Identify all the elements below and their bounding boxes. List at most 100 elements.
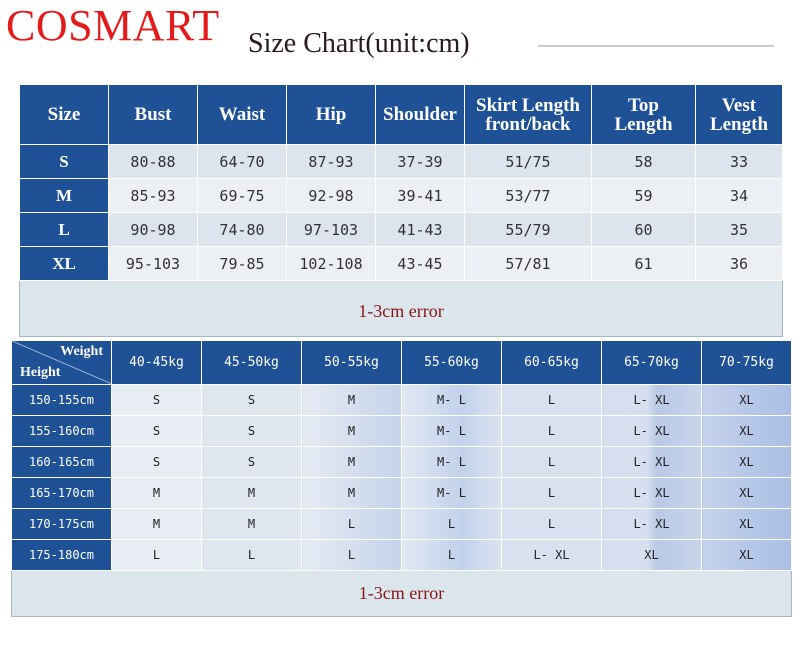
brand-logo: COSMART bbox=[6, 1, 220, 50]
size-cell: L- XL bbox=[601, 384, 702, 416]
size-cell: L bbox=[301, 539, 402, 571]
weight-header: 60-65kg bbox=[501, 340, 602, 385]
size-cell: L- XL bbox=[601, 508, 702, 540]
weight-header: 45-50kg bbox=[201, 340, 302, 385]
measurement-cell: 39-41 bbox=[375, 178, 465, 213]
size-cell: XL bbox=[701, 539, 792, 571]
height-range: 160-165cm bbox=[11, 446, 112, 478]
column-header: Bust bbox=[108, 84, 198, 145]
table-row: 150-155cm S S M M- L L L- XL XL bbox=[11, 384, 792, 416]
size-cell: M bbox=[301, 415, 402, 447]
weight-header: 55-60kg bbox=[401, 340, 502, 385]
measurement-cell: 58 bbox=[591, 144, 696, 179]
measurement-cell: 35 bbox=[695, 212, 783, 247]
measurement-cell: 34 bbox=[695, 178, 783, 213]
size-cell: S bbox=[201, 415, 302, 447]
weight-label: Weight bbox=[60, 344, 103, 359]
table-row: M 85-93 69-75 92-98 39-41 53/77 59 34 bbox=[19, 178, 783, 213]
corner-header: Weight Height bbox=[11, 340, 112, 385]
size-cell: L bbox=[501, 508, 602, 540]
weight-header: 50-55kg bbox=[301, 340, 402, 385]
measurement-cell: 92-98 bbox=[286, 178, 376, 213]
size-cell: L bbox=[501, 446, 602, 478]
size-cell: L bbox=[401, 539, 502, 571]
size-cell: M bbox=[111, 477, 202, 509]
size-cell: L- XL bbox=[601, 446, 702, 478]
size-cell: XL bbox=[601, 539, 702, 571]
table-row: 170-175cm M M L L L L- XL XL bbox=[11, 508, 792, 540]
measurement-cell: 41-43 bbox=[375, 212, 465, 247]
table-row: 165-170cm M M M M- L L L- XL XL bbox=[11, 477, 792, 509]
size-label: M bbox=[19, 178, 109, 213]
size-cell: L bbox=[501, 415, 602, 447]
size-cell: M- L bbox=[401, 384, 502, 416]
measurement-cell: 60 bbox=[591, 212, 696, 247]
measurement-cell: 74-80 bbox=[197, 212, 287, 247]
column-header: Hip bbox=[286, 84, 376, 145]
height-range: 170-175cm bbox=[11, 508, 112, 540]
table-row: S 80-88 64-70 87-93 37-39 51/75 58 33 bbox=[19, 144, 783, 179]
size-cell: L bbox=[501, 477, 602, 509]
measurement-cell: 90-98 bbox=[108, 212, 198, 247]
weight-header: 40-45kg bbox=[111, 340, 202, 385]
body-measurement-table: Size Bust Waist Hip Shoulder Skirt Length fron… bbox=[19, 84, 783, 337]
measurement-cell: 57/81 bbox=[464, 246, 592, 281]
measurement-cell: 95-103 bbox=[108, 246, 198, 281]
weight-header: 65-70kg bbox=[601, 340, 702, 385]
measurement-cell: 97-103 bbox=[286, 212, 376, 247]
column-header: Skirt Length front/back bbox=[464, 84, 592, 145]
table-row: 155-160cm S S M M- L L L- XL XL bbox=[11, 415, 792, 447]
column-header: Size bbox=[19, 84, 109, 145]
size-cell: XL bbox=[701, 508, 792, 540]
title-divider bbox=[538, 45, 774, 47]
height-range: 155-160cm bbox=[11, 415, 112, 447]
measurement-cell: 61 bbox=[591, 246, 696, 281]
table-row: 160-165cm S S M M- L L L- XL XL bbox=[11, 446, 792, 478]
measurement-cell: 69-75 bbox=[197, 178, 287, 213]
height-range: 165-170cm bbox=[11, 477, 112, 509]
size-cell: XL bbox=[701, 446, 792, 478]
size-cell: M bbox=[301, 446, 402, 478]
measurement-cell: 53/77 bbox=[464, 178, 592, 213]
measurement-cell: 59 bbox=[591, 178, 696, 213]
height-label: Height bbox=[20, 365, 61, 380]
column-header: Vest Length bbox=[695, 84, 783, 145]
measurement-cell: 36 bbox=[695, 246, 783, 281]
size-cell: XL bbox=[701, 415, 792, 447]
size-cell: L- XL bbox=[501, 539, 602, 571]
size-label: L bbox=[19, 212, 109, 247]
size-cell: S bbox=[111, 415, 202, 447]
height-range: 175-180cm bbox=[11, 539, 112, 571]
size-cell: M- L bbox=[401, 415, 502, 447]
measurement-cell: 85-93 bbox=[108, 178, 198, 213]
measurement-cell: 33 bbox=[695, 144, 783, 179]
size-cell: M bbox=[111, 508, 202, 540]
page-title: Size Chart(unit:cm) bbox=[248, 28, 470, 59]
size-cell: L bbox=[111, 539, 202, 571]
size-cell: M bbox=[201, 508, 302, 540]
size-cell: L bbox=[301, 508, 402, 540]
table-row: L 90-98 74-80 97-103 41-43 55/79 60 35 bbox=[19, 212, 783, 247]
size-cell: M- L bbox=[401, 477, 502, 509]
column-header: Top Length bbox=[591, 84, 696, 145]
size-label: S bbox=[19, 144, 109, 179]
size-label: XL bbox=[19, 246, 109, 281]
diagonal-divider bbox=[12, 341, 111, 384]
size-cell: S bbox=[201, 446, 302, 478]
measurement-cell: 43-45 bbox=[375, 246, 465, 281]
size-cell: M bbox=[301, 384, 402, 416]
size-cell: S bbox=[201, 384, 302, 416]
size-cell: S bbox=[111, 384, 202, 416]
table-row: 175-180cm L L L L L- XL XL XL bbox=[11, 539, 792, 571]
measurement-cell: 87-93 bbox=[286, 144, 376, 179]
size-cell: L- XL bbox=[601, 477, 702, 509]
size-cell: L- XL bbox=[601, 415, 702, 447]
size-cell: XL bbox=[701, 477, 792, 509]
size-cell: M bbox=[201, 477, 302, 509]
measurement-cell: 102-108 bbox=[286, 246, 376, 281]
weight-header: 70-75kg bbox=[701, 340, 792, 385]
measurement-cell: 51/75 bbox=[464, 144, 592, 179]
measurement-cell: 64-70 bbox=[197, 144, 287, 179]
size-cell: L bbox=[201, 539, 302, 571]
size-cell: S bbox=[111, 446, 202, 478]
